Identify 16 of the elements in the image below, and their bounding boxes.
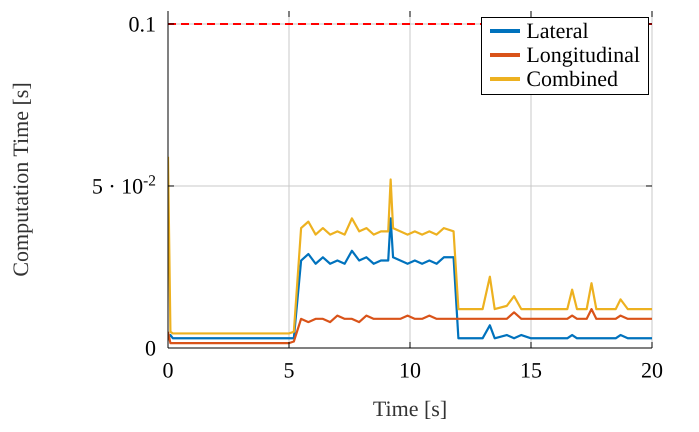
line-series xyxy=(168,156,652,335)
legend-label: Longitudinal xyxy=(526,42,640,67)
legend-label: Lateral xyxy=(526,18,589,43)
y-tick-label: 0.1 xyxy=(128,12,156,37)
y-tick-label: 0 xyxy=(145,336,156,361)
legend-label: Combined xyxy=(526,66,618,91)
x-tick-label: 15 xyxy=(520,358,542,383)
y-tick-label: 5 · 10$^{-2}$ xyxy=(92,172,156,199)
y-axis-title: Computation Time [s] xyxy=(8,82,33,277)
x-tick-label: 5 xyxy=(284,358,294,383)
x-tick-label: 20 xyxy=(641,358,663,383)
line-series xyxy=(168,308,652,344)
x-tick-label: 0 xyxy=(162,358,174,383)
x-axis-title: Time [s] xyxy=(372,396,448,421)
line-series xyxy=(168,217,652,340)
x-tick-label: 10 xyxy=(399,358,421,383)
